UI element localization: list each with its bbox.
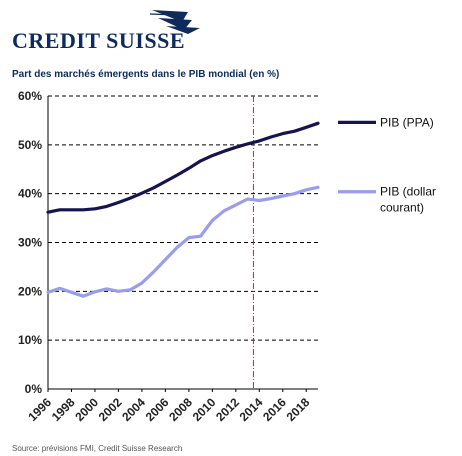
y-tick-label: 50% xyxy=(18,138,42,152)
y-tick-label: 0% xyxy=(25,382,43,396)
x-tick-label: 2016 xyxy=(260,395,289,424)
x-tick-label: 2000 xyxy=(72,395,101,424)
x-tick-label: 1998 xyxy=(49,395,78,424)
x-tick-label: 2008 xyxy=(166,395,195,424)
y-tick-label: 30% xyxy=(18,236,42,250)
x-tick-label: 2010 xyxy=(190,395,219,424)
x-tick-label: 2014 xyxy=(237,395,266,424)
x-tick-label: 2012 xyxy=(213,395,242,424)
legend-label-ppa: PIB (PPA) xyxy=(380,115,434,129)
legend-label-usd: courant) xyxy=(380,201,424,215)
x-tick-label: 1996 xyxy=(25,395,54,424)
credit-suisse-logo: CREDIT SUISSE xyxy=(12,6,202,53)
y-tick-label: 10% xyxy=(18,333,42,347)
legend-label-usd: PIB (dollar xyxy=(380,185,436,199)
series-line-ppa xyxy=(46,121,320,214)
line-chart: 0% 10% 20% 30% 40% 50% 60% 19961998200020022004… xyxy=(18,89,436,424)
y-tick-label: 20% xyxy=(18,284,42,298)
x-tick-label: 2006 xyxy=(143,395,172,424)
chart-subtitle: Part des marchés émergents dans le PIB m… xyxy=(12,69,280,80)
sails-icon xyxy=(149,10,200,34)
x-tick-label: 2004 xyxy=(119,395,148,424)
y-tick-label: 40% xyxy=(18,187,42,201)
x-tick-label: 2002 xyxy=(96,395,125,424)
y-tick-label: 60% xyxy=(18,89,42,103)
source-note: Source: prévisions FMI, Credit Suisse Re… xyxy=(12,444,183,453)
series-line-usd xyxy=(46,185,320,298)
x-tick-label: 2018 xyxy=(284,395,313,424)
logo-text: CREDIT SUISSE xyxy=(12,28,186,53)
